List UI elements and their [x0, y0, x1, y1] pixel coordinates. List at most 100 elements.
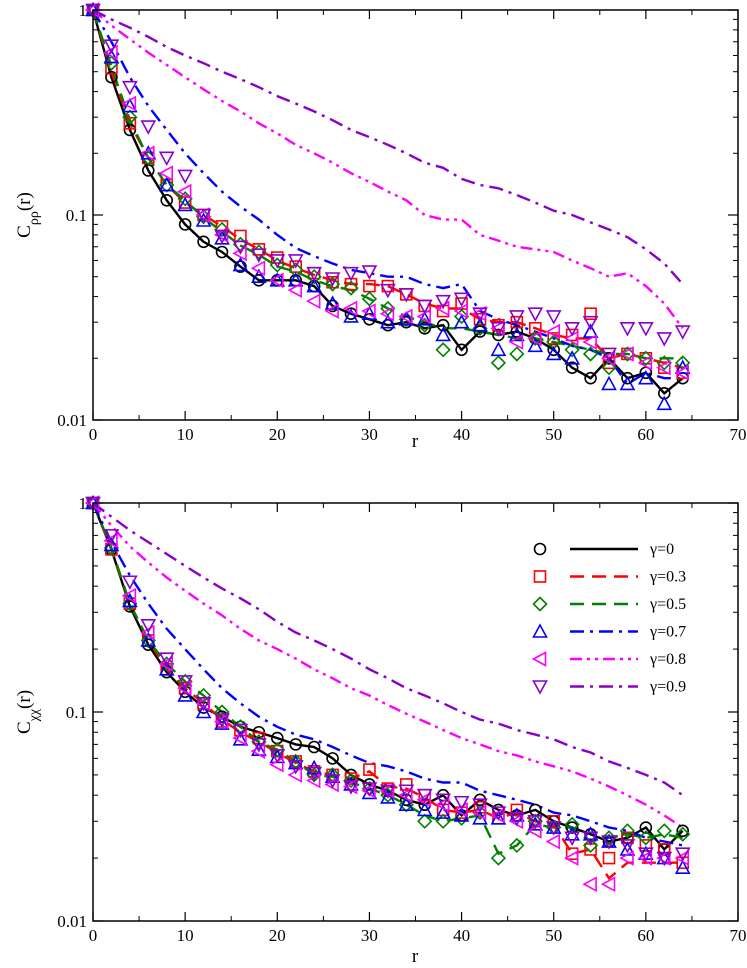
- top-point-0-8: [453, 303, 468, 319]
- top-point-0: [197, 235, 210, 249]
- top-point-0-5: [619, 346, 636, 362]
- top-point-0-7: [472, 317, 488, 332]
- bottom-point-0-5: [343, 772, 359, 789]
- bottom-point-0-9: [619, 839, 636, 854]
- bottom-point-0-5: [417, 813, 433, 829]
- bottom-point-0-7: [527, 816, 544, 831]
- top-point-0-9: [195, 208, 212, 224]
- top-point-0-9: [674, 325, 691, 340]
- top-point-0-8: [269, 272, 284, 289]
- bottom-x-tick-label: 70: [730, 926, 747, 945]
- top-point-0: [105, 70, 118, 84]
- top-point-0: [565, 361, 579, 374]
- legend-label-0: γ=0: [649, 541, 674, 558]
- top-x-axis-label: r: [412, 431, 419, 452]
- top-point-0-5: [306, 269, 322, 285]
- bottom-point-0-9: [306, 766, 322, 782]
- bottom-point-0-3: [639, 839, 653, 852]
- bottom-point-0-5: [195, 687, 212, 704]
- top-point-0-5: [601, 360, 617, 376]
- top-point-0-5: [159, 177, 175, 193]
- bottom-point-0-9: [343, 780, 359, 795]
- bottom-y-tick-label: 0.1: [66, 703, 87, 722]
- top-point-0-9: [251, 248, 267, 263]
- top-point-0-9: [343, 266, 359, 282]
- bottom-point-0-7: [324, 768, 341, 784]
- top-point-0-8: [342, 300, 358, 317]
- top-point-0-9: [601, 347, 617, 363]
- bottom-point-0-5: [582, 837, 599, 854]
- top-point-0-8: [656, 359, 671, 376]
- top-x-tick-label: 60: [637, 425, 654, 444]
- top-point-0-9: [527, 307, 544, 322]
- bottom-point-0-9: [122, 575, 138, 590]
- top-point-0-9: [103, 39, 120, 54]
- top-point-0-7: [140, 145, 157, 160]
- top-line-0-9: [92, 8, 684, 285]
- bottom-point-0: [326, 752, 339, 765]
- bottom-point-0-5: [638, 830, 654, 846]
- bottom-point-0-8: [619, 850, 634, 866]
- bottom-point-0-7: [435, 804, 451, 819]
- top-panel-rho-rho-correlation: 0 10 20 30 40 50 60 70 0.01 0.1 1 r Cρρ(r): [14, 1, 747, 452]
- top-x-tick-label: 50: [545, 425, 562, 444]
- top-point-0-8: [158, 165, 174, 181]
- bottom-point-0-9: [269, 749, 286, 764]
- bottom-point-0: [676, 824, 690, 838]
- top-y-tick-label: 1: [79, 1, 88, 20]
- bottom-point-0-9: [324, 774, 341, 789]
- top-point-0-7: [527, 337, 544, 353]
- top-point-0: [234, 260, 247, 273]
- top-point-0-5: [288, 262, 304, 278]
- bottom-x-ticks: 0 10 20 30 40 50 60 70: [89, 503, 747, 945]
- bottom-point-0-8: [121, 587, 137, 604]
- top-point-0-5: [435, 342, 451, 358]
- top-point-0-7: [343, 308, 359, 323]
- top-point-0-7: [656, 395, 673, 411]
- bottom-point-0-7: [582, 826, 599, 841]
- bottom-point-0-5: [656, 823, 672, 839]
- top-point-0-8: [379, 305, 395, 322]
- top-point-0-7: [251, 268, 267, 284]
- top-line-0-5: [91, 9, 683, 360]
- top-line-0-7: [91, 9, 683, 386]
- bottom-y-axis-label: Cχχ(r): [14, 690, 42, 734]
- bottom-point-0-9: [582, 831, 599, 847]
- top-point-0-7: [509, 326, 525, 342]
- top-point-0-9: [287, 254, 304, 269]
- bottom-point-0-9: [398, 784, 415, 799]
- bottom-point-0-9: [674, 847, 691, 862]
- top-point-0-8: [582, 334, 597, 350]
- legend-label-0-7: γ=0.7: [649, 624, 686, 641]
- top-point-0: [584, 371, 597, 385]
- top-point-0-8: [250, 260, 266, 277]
- bottom-point-0-9: [158, 652, 175, 667]
- top-point-0: [455, 343, 468, 357]
- bottom-line-0-9: [92, 502, 684, 797]
- bottom-point-0-9: [214, 713, 230, 728]
- top-point-0-5: [527, 330, 543, 347]
- top-point-0-7: [582, 323, 599, 338]
- top-markers: [84, 1, 691, 411]
- bottom-x-tick-label: 40: [453, 926, 470, 945]
- bottom-x-tick-label: 60: [637, 926, 654, 945]
- top-point-0-8: [232, 245, 247, 262]
- top-point-0: [215, 245, 229, 259]
- top-point-0-7: [158, 176, 175, 192]
- top-point-0-5: [453, 308, 470, 325]
- bottom-point-0-7: [509, 807, 525, 822]
- top-x-tick-label: 70: [730, 425, 747, 444]
- legend-label-0-8: γ=0.8: [649, 651, 686, 668]
- top-point-0-9: [472, 307, 488, 322]
- bottom-point-0-5: [675, 826, 691, 842]
- bottom-point-0-8: [545, 833, 561, 850]
- top-point-0-8: [121, 95, 137, 112]
- bottom-point-0-9: [638, 847, 654, 862]
- top-point-0-9: [380, 283, 396, 299]
- legend-item-0-8: γ=0.8: [531, 651, 686, 668]
- bottom-point-0-5: [269, 742, 285, 758]
- bottom-point-0-9: [527, 814, 544, 830]
- bottom-point-0-9: [177, 675, 193, 690]
- top-point-0-9: [564, 322, 580, 337]
- top-point-0-7: [177, 196, 193, 212]
